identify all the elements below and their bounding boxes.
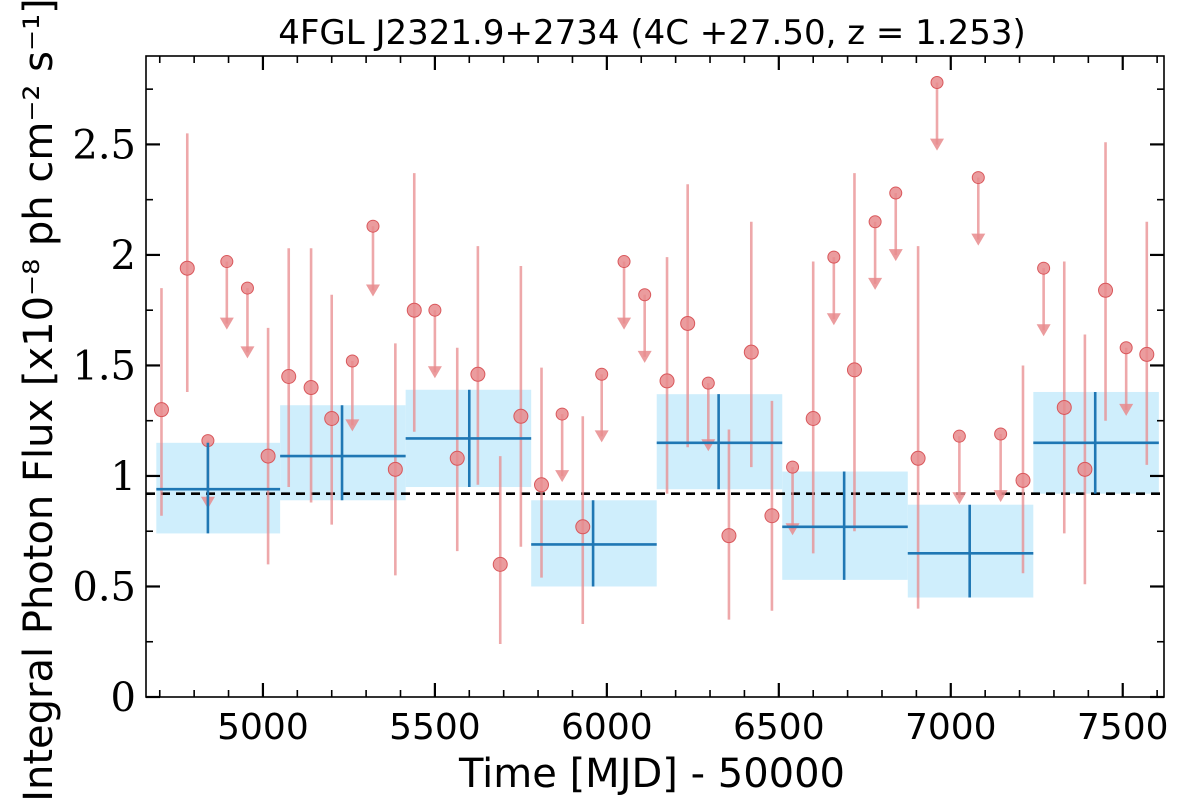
upper-limit-arrow xyxy=(993,490,1008,503)
y-axis-label: Integral Photon Flux [x10⁻⁸ ph cm⁻² s⁻¹] xyxy=(16,0,62,800)
upper-limit-point xyxy=(366,219,380,233)
short-bin-point xyxy=(281,369,297,384)
upper-limit-arrow xyxy=(219,317,234,330)
upper-limit-point xyxy=(971,171,985,185)
upper-limit-point xyxy=(868,215,882,229)
x-tick-label: 5000 xyxy=(217,707,309,748)
upper-limit-arrow xyxy=(637,350,652,363)
short-bin-point xyxy=(1056,399,1072,415)
plot-frame xyxy=(145,55,1165,698)
short-bin-point xyxy=(910,450,926,466)
chart-title: 4FGL J2321.9+2734 (4C +27.50, z = 1.253) xyxy=(278,13,1026,53)
upper-limit-point xyxy=(220,255,234,269)
upper-limit-point xyxy=(701,376,715,390)
upper-limit-arrow xyxy=(240,346,255,359)
upper-limit-point xyxy=(428,303,442,317)
upper-limit-arrow xyxy=(1119,403,1134,416)
upper-limit-point xyxy=(952,429,966,443)
short-bin-point xyxy=(805,410,821,426)
y-tick-label: 2 xyxy=(111,233,136,279)
upper-limit-point xyxy=(1119,341,1133,355)
y-tick-label: 0.5 xyxy=(72,564,136,610)
y-tick-label: 2.5 xyxy=(72,122,136,168)
x-axis-label: Time [MJD] - 50000 xyxy=(458,751,845,797)
upper-limit-point xyxy=(638,288,652,302)
upper-limit-arrow xyxy=(971,233,986,246)
upper-limit-point xyxy=(345,354,359,368)
upper-limit-point xyxy=(617,255,631,269)
upper-limit-point xyxy=(827,250,841,264)
upper-limit-point xyxy=(889,186,903,200)
short-bin-point xyxy=(303,380,319,396)
upper-limit-arrow xyxy=(1036,324,1051,337)
upper-limit-arrow xyxy=(345,419,360,432)
upper-limit-arrow xyxy=(555,470,570,483)
short-bin-point xyxy=(764,508,780,524)
short-bin-point xyxy=(492,556,508,572)
short-bin-point xyxy=(680,315,696,331)
upper-limit-point xyxy=(240,281,254,295)
upper-limit-point xyxy=(786,460,800,474)
short-bin-point xyxy=(387,461,403,477)
short-bin-point xyxy=(534,477,550,493)
short-bin-point xyxy=(179,260,195,276)
short-bin-point xyxy=(1015,472,1031,488)
x-tick-label: 7000 xyxy=(905,707,997,748)
upper-limit-arrow xyxy=(888,249,903,262)
upper-limit-point xyxy=(1037,261,1051,275)
short-bin-point xyxy=(449,450,465,466)
upper-limit-arrow xyxy=(826,313,841,326)
short-bin-point xyxy=(324,410,340,426)
x-tick-label: 7500 xyxy=(1077,707,1169,748)
short-bin-point xyxy=(659,373,675,389)
y-tick-label: 1.5 xyxy=(72,343,136,389)
short-bin-point xyxy=(575,519,591,535)
short-bin-point xyxy=(1098,282,1114,298)
x-tick-label: 6500 xyxy=(733,707,825,748)
y-tick-label: 1 xyxy=(111,454,136,500)
y-tick-label: 0 xyxy=(111,675,136,721)
upper-limit-arrow xyxy=(427,366,442,379)
short-bin-point xyxy=(406,302,422,318)
upper-limit-arrow xyxy=(365,284,380,297)
x-tick-label: 5500 xyxy=(389,707,481,748)
upper-limit-point xyxy=(595,367,609,381)
short-bin-point xyxy=(846,362,862,378)
upper-limit-point xyxy=(930,76,944,90)
short-bin-point xyxy=(1077,461,1093,477)
short-bin-point xyxy=(743,344,759,360)
short-bin-point xyxy=(153,402,169,418)
upper-limit-arrow xyxy=(868,277,883,290)
upper-limit-arrow xyxy=(952,492,967,505)
upper-limit-arrow xyxy=(617,317,632,330)
upper-limit-point xyxy=(555,407,569,421)
short-bin-point xyxy=(260,448,276,464)
short-bin-point xyxy=(470,366,486,382)
short-bin-point xyxy=(721,528,737,544)
plot-area: 0 0.5 1 1.5 2 2.5 5000 5500 6000 6500 7000 7500 xyxy=(72,55,1169,748)
short-bin-points xyxy=(153,76,1155,644)
axis-ticks: 0 0.5 1 1.5 2 2.5 5000 5500 6000 6500 7000 7500 xyxy=(72,56,1169,748)
upper-limit-arrow xyxy=(930,138,945,151)
upper-limit-arrow xyxy=(594,430,609,443)
short-bin-point xyxy=(1139,346,1155,362)
upper-limit-point xyxy=(994,427,1008,441)
short-bin-point xyxy=(513,408,529,424)
long-bin-crosses xyxy=(156,389,1159,598)
x-tick-label: 6000 xyxy=(561,707,653,748)
